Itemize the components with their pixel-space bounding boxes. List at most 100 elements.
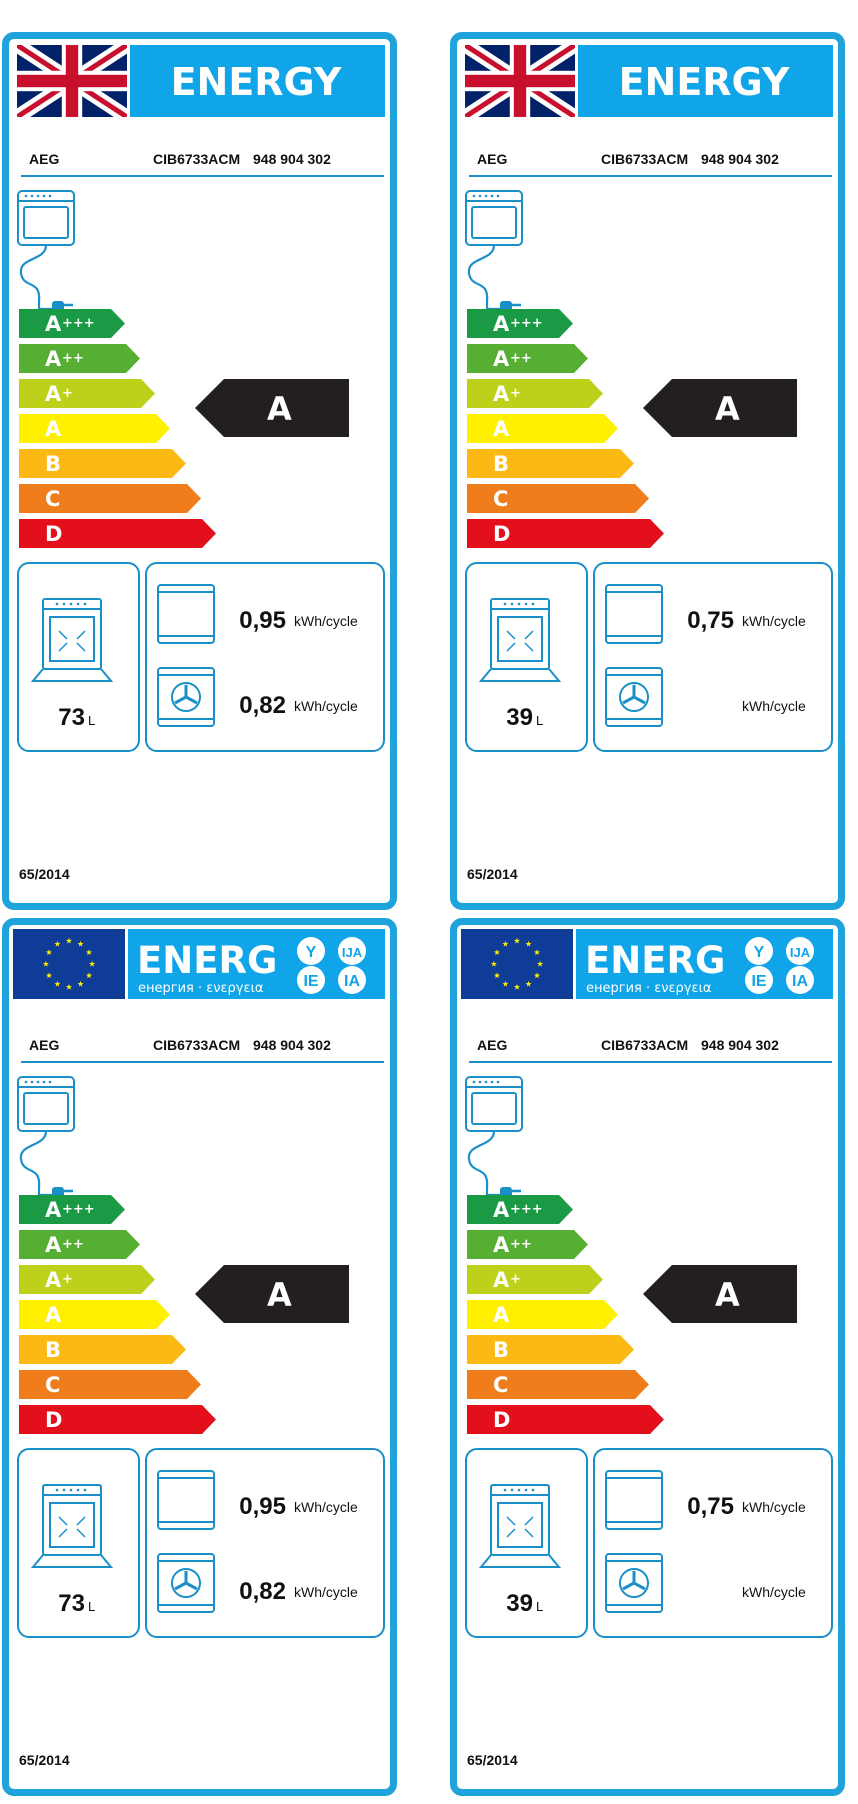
efficiency-class-arrow: B xyxy=(19,449,186,478)
efficiency-class-plus: + xyxy=(62,386,73,401)
efficiency-class-letter: A xyxy=(45,1233,62,1257)
oven-volume-icon xyxy=(30,598,114,682)
efficiency-class-arrow: A xyxy=(19,1300,170,1329)
language-bubble: Y xyxy=(297,937,325,965)
eu-star-icon xyxy=(45,972,53,979)
oven-plug-icon xyxy=(465,190,523,317)
efficiency-class-letter: D xyxy=(45,1408,62,1432)
fan-mode-icon xyxy=(605,667,663,727)
fan-consumption-unit: kWh/cycle xyxy=(294,698,358,714)
language-bubble: IE xyxy=(745,966,773,994)
efficiency-class-letter: A xyxy=(45,382,62,406)
oven-volume-value: 73 xyxy=(58,1590,85,1617)
eu-star-icon xyxy=(89,960,96,967)
supplier-row: AEG CIB6733ACM 948 904 302 xyxy=(21,151,384,177)
volume-panel: 39 L xyxy=(465,1448,588,1638)
efficiency-class-arrow: A + xyxy=(19,1265,155,1294)
volume-panel: 73 L xyxy=(17,1448,140,1638)
eu-star-icon xyxy=(513,937,521,944)
header-banner xyxy=(578,45,833,117)
eu-star-icon xyxy=(65,983,73,990)
product-number: 948 904 302 xyxy=(253,1037,331,1053)
model-identifier: CIB6733ACM xyxy=(601,1037,688,1053)
fan-consumption-value: 0,82 xyxy=(239,1578,286,1605)
eu-star-icon xyxy=(77,980,84,987)
supplier-row: AEG CIB6733ACM 948 904 302 xyxy=(469,151,832,177)
energy-rating-indicator: A xyxy=(643,379,797,437)
efficiency-class-arrow: A +++ xyxy=(19,1195,125,1224)
efficiency-class-arrow: D xyxy=(467,519,664,548)
fan-mode-icon xyxy=(605,1553,663,1613)
fan-mode-icon xyxy=(157,667,215,727)
efficiency-class-arrow: D xyxy=(19,519,216,548)
conventional-mode-icon xyxy=(605,1470,663,1530)
regulation-number: 65/2014 xyxy=(467,1752,518,1768)
eu-star-icon xyxy=(513,983,521,990)
language-bubble: IA xyxy=(786,966,814,994)
consumption-panel: 0,95 kWh/cycle 0,82 kWh/cycle xyxy=(145,1448,385,1638)
conventional-mode-icon xyxy=(157,584,215,644)
language-bubble-text: Y xyxy=(754,944,765,961)
efficiency-class-letter: C xyxy=(45,487,60,511)
energy-rating-indicator: A xyxy=(643,1265,797,1323)
eu-star-icon xyxy=(45,949,53,956)
oven-plug-icon xyxy=(17,190,75,317)
efficiency-class-letter: A xyxy=(493,1198,510,1222)
conventional-consumption-value: 0,95 xyxy=(239,1493,286,1520)
product-number: 948 904 302 xyxy=(701,1037,779,1053)
conventional-consumption-value: 0,95 xyxy=(239,607,286,634)
conventional-consumption-value: 0,75 xyxy=(687,1493,734,1520)
efficiency-class-arrow: A + xyxy=(467,379,603,408)
conventional-consumption-unit: kWh/cycle xyxy=(742,1499,806,1515)
efficiency-class-arrow: B xyxy=(19,1335,186,1364)
efficiency-class-arrow: A +++ xyxy=(467,309,573,338)
model-identifier: CIB6733ACM xyxy=(153,151,240,167)
regulation-number: 65/2014 xyxy=(467,866,518,882)
efficiency-class-plus: ++ xyxy=(510,1237,532,1252)
energy-label-eu-39l: ENERG енергия · ενεργεια Y IJA IE IA AEG CIB673… xyxy=(450,918,845,1796)
conventional-mode-icon xyxy=(605,584,663,644)
efficiency-class-arrow: C xyxy=(19,1370,201,1399)
oven-volume-unit: L xyxy=(536,1599,543,1614)
regulation-number: 65/2014 xyxy=(19,866,70,882)
efficiency-class-arrow: C xyxy=(467,484,649,513)
efficiency-class-arrow: A + xyxy=(19,379,155,408)
fan-mode-icon xyxy=(157,1553,215,1613)
efficiency-class-letter: D xyxy=(493,1408,510,1432)
eu-star-icon xyxy=(54,980,61,987)
language-bubble: IE xyxy=(297,966,325,994)
eu-star-icon xyxy=(533,949,541,956)
supplier-name: AEG xyxy=(477,151,507,167)
oven-volume-value: 39 xyxy=(506,704,533,731)
supplier-row: AEG CIB6733ACM 948 904 302 xyxy=(21,1037,384,1063)
oven-volume-icon xyxy=(478,598,562,682)
efficiency-class-plus: + xyxy=(510,386,521,401)
header-subtitle: енергия · ενεργεια xyxy=(586,981,712,996)
supplier-name: AEG xyxy=(29,1037,59,1053)
conventional-consumption-unit: kWh/cycle xyxy=(742,613,806,629)
eu-star-icon xyxy=(525,980,532,987)
header-title: ENERGY xyxy=(619,60,790,104)
efficiency-class-letter: A xyxy=(493,1268,510,1292)
efficiency-class-letter: A xyxy=(493,1303,510,1327)
efficiency-class-plus: +++ xyxy=(62,316,95,331)
regulation-number: 65/2014 xyxy=(19,1752,70,1768)
efficiency-class-plus: + xyxy=(510,1272,521,1287)
header-banner xyxy=(130,45,385,117)
efficiency-class-arrow: A +++ xyxy=(19,309,125,338)
efficiency-class-letter: A xyxy=(45,312,62,336)
consumption-panel: 0,95 kWh/cycle 0,82 kWh/cycle xyxy=(145,562,385,752)
efficiency-class-arrow: B xyxy=(467,449,634,478)
energy-label-uk-39l: ENERGY AEG CIB6733ACM 948 904 302 A +++ A ++ A + A… xyxy=(450,32,845,910)
efficiency-class-arrow: A ++ xyxy=(19,1230,140,1259)
eu-star-icon xyxy=(490,960,497,967)
product-number: 948 904 302 xyxy=(253,151,331,167)
oven-volume-value: 39 xyxy=(506,1590,533,1617)
efficiency-class-letter: A xyxy=(493,382,510,406)
efficiency-class-arrow: A ++ xyxy=(19,344,140,373)
fan-consumption-unit: kWh/cycle xyxy=(742,698,806,714)
